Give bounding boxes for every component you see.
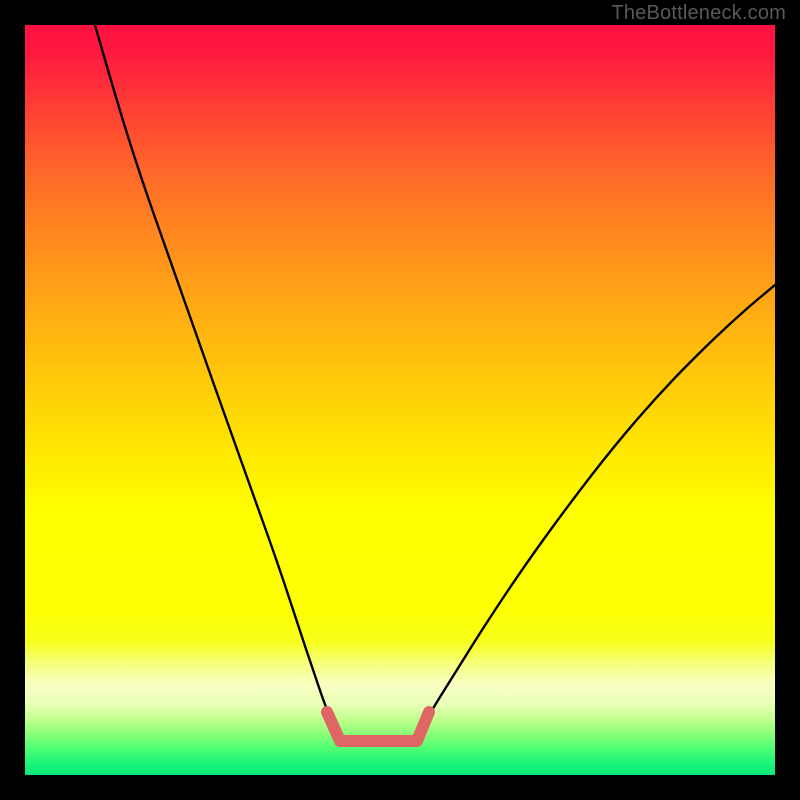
bottleneck-plot xyxy=(25,25,775,775)
watermark-text: TheBottleneck.com xyxy=(611,2,786,25)
chart-frame: TheBottleneck.com xyxy=(0,0,800,800)
gradient-background xyxy=(25,25,775,775)
plot-area xyxy=(25,25,775,775)
